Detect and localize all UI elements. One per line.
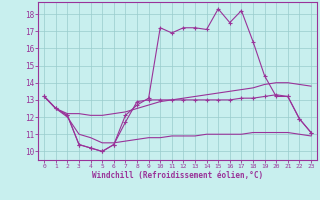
X-axis label: Windchill (Refroidissement éolien,°C): Windchill (Refroidissement éolien,°C) [92, 171, 263, 180]
